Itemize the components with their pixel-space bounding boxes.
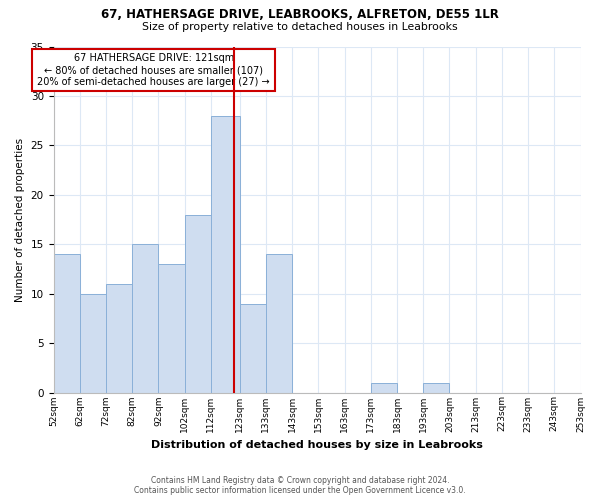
Bar: [106, 284, 132, 393]
X-axis label: Distribution of detached houses by size in Leabrooks: Distribution of detached houses by size …: [151, 440, 483, 450]
Text: 67 HATHERSAGE DRIVE: 121sqm
← 80% of detached houses are smaller (107)
20% of se: 67 HATHERSAGE DRIVE: 121sqm ← 80% of det…: [37, 54, 270, 86]
Y-axis label: Number of detached properties: Number of detached properties: [15, 138, 25, 302]
Bar: [158, 264, 185, 392]
Text: 67, HATHERSAGE DRIVE, LEABROOKS, ALFRETON, DE55 1LR: 67, HATHERSAGE DRIVE, LEABROOKS, ALFRETO…: [101, 8, 499, 20]
Bar: [185, 214, 211, 392]
Text: Contains public sector information licensed under the Open Government Licence v3: Contains public sector information licen…: [134, 486, 466, 495]
Bar: [266, 254, 292, 392]
Bar: [80, 294, 106, 392]
Bar: [132, 244, 158, 392]
Bar: [239, 304, 266, 392]
Bar: [211, 116, 239, 392]
Text: Size of property relative to detached houses in Leabrooks: Size of property relative to detached ho…: [142, 22, 458, 32]
Bar: [371, 382, 397, 392]
Bar: [423, 382, 449, 392]
Bar: [53, 254, 80, 392]
Text: Contains HM Land Registry data © Crown copyright and database right 2024.: Contains HM Land Registry data © Crown c…: [151, 476, 449, 485]
